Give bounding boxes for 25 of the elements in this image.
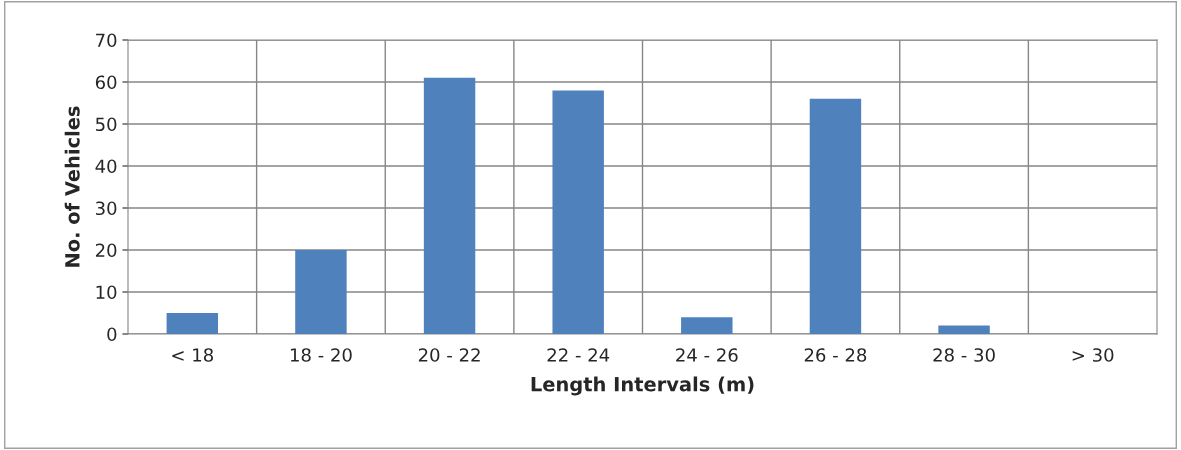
y-tick-label: 60 [95,75,117,90]
x-tick-label: 22 - 24 [547,348,610,362]
x-tick-label: < 18 [172,348,213,362]
bar [295,250,347,334]
y-tick-label: 0 [107,327,117,342]
x-tick-label: 18 - 20 [290,348,352,362]
x-tick-label: > 30 [1072,348,1114,362]
y-tick-label: 50 [96,117,117,132]
x-tick-label: 28 - 30 [933,348,995,362]
y-tick-label: 40 [95,159,117,174]
y-tick-label: 30 [95,201,117,216]
y-axis-title: No. of Vehicles [64,106,80,267]
x-tick-label: 26 - 28 [804,348,867,362]
bar [552,90,604,334]
bar [166,313,219,334]
y-tick-label: 10 [96,285,117,300]
x-axis-title: Length Intervals (m) [531,376,754,396]
y-tick-label: 20 [95,243,117,258]
y-tick-label: 70 [96,33,117,48]
bar [423,77,476,334]
bar [938,325,990,334]
x-tick-label: 20 - 22 [418,348,480,362]
bar [809,98,862,334]
bar [681,317,733,334]
x-tick-label: 24 - 26 [676,348,738,362]
